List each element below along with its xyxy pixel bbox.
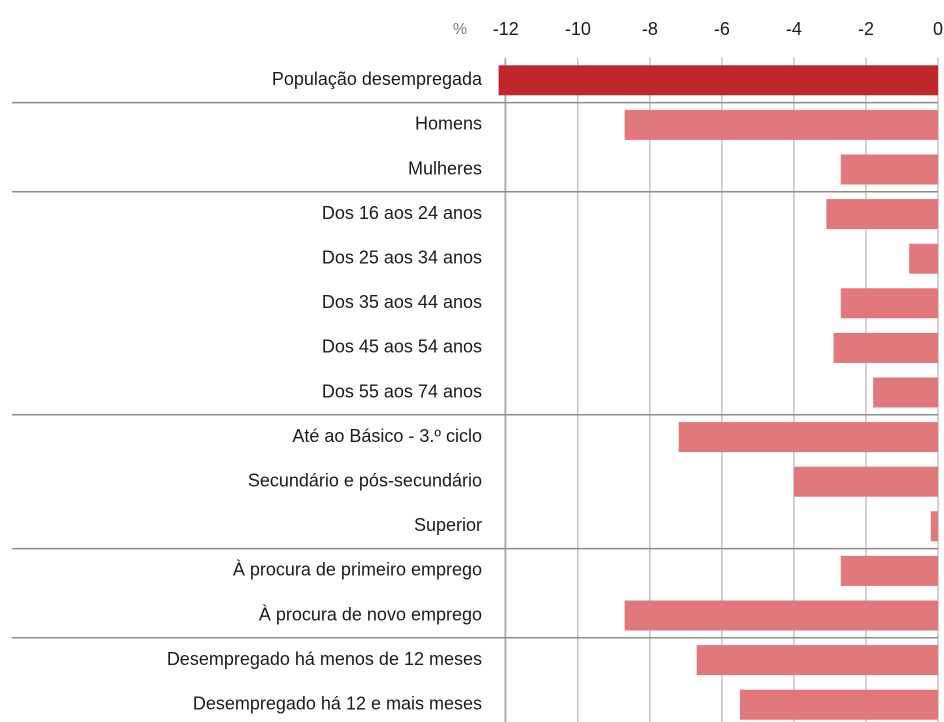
category-label: População desempregada [272, 69, 483, 89]
bar [909, 243, 938, 274]
category-label: Dos 45 aos 54 anos [322, 337, 482, 357]
bar [498, 65, 938, 96]
bar [873, 377, 938, 408]
category-label: Secundário e pós-secundário [248, 470, 482, 490]
bar [739, 689, 938, 720]
category-label: À procura de primeiro emprego [233, 560, 482, 580]
bar [840, 154, 938, 185]
x-tick-label: -2 [858, 19, 874, 39]
bar [624, 109, 938, 140]
bar [840, 288, 938, 319]
category-label: Mulheres [408, 158, 482, 178]
x-tick-label: -4 [786, 19, 802, 39]
category-label: Homens [415, 114, 482, 134]
x-tick-label: 0 [933, 19, 943, 39]
bar [624, 600, 938, 631]
category-label: Dos 55 aos 74 anos [322, 381, 482, 401]
x-tick-label: -12 [493, 19, 519, 39]
category-label: Dos 25 aos 34 anos [322, 247, 482, 267]
x-tick-label: -10 [565, 19, 591, 39]
bar [826, 199, 938, 230]
category-label: Desempregado há menos de 12 meses [167, 649, 482, 669]
bar [930, 511, 938, 542]
category-label: Dos 35 aos 44 anos [322, 292, 482, 312]
category-label: Superior [414, 515, 482, 535]
x-axis-label: % [453, 21, 467, 38]
bar [793, 466, 938, 497]
category-label: Desempregado há 12 e mais meses [193, 693, 482, 713]
bar [696, 645, 938, 676]
x-tick-label: -6 [714, 19, 730, 39]
category-label: Dos 16 aos 24 anos [322, 203, 482, 223]
bar [678, 422, 938, 453]
bar [840, 555, 938, 586]
bar [833, 332, 938, 363]
category-label: Até ao Básico - 3.º ciclo [292, 426, 482, 446]
x-tick-label: -8 [642, 19, 658, 39]
category-label: À procura de novo emprego [259, 604, 482, 624]
